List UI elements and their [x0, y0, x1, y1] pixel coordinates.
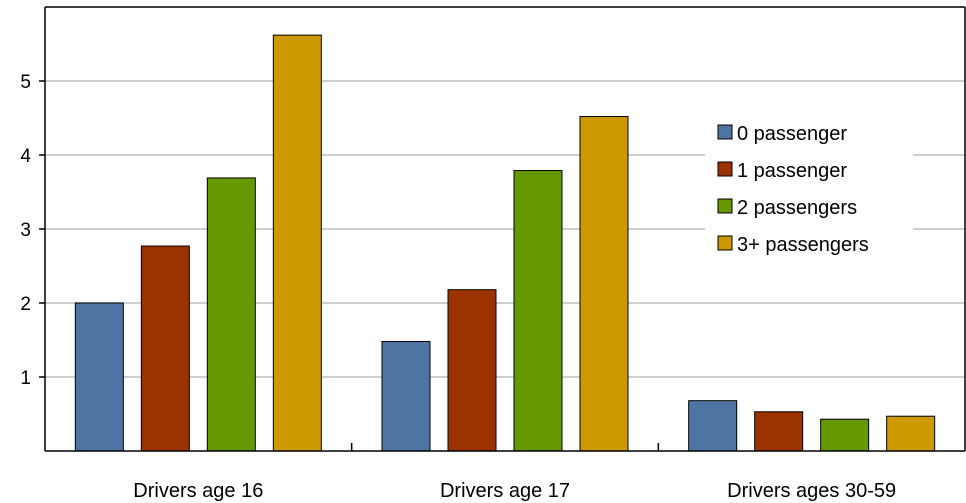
legend-swatch	[717, 124, 733, 140]
legend-label: 2 passengers	[737, 197, 857, 219]
y-ticks: 1 2 3 4 5	[20, 72, 45, 389]
x-category-label: Drivers age 17	[440, 480, 570, 502]
bar	[579, 116, 629, 452]
y-tick-label: 1	[20, 368, 31, 389]
legend-background	[705, 117, 913, 267]
bar	[820, 418, 870, 452]
y-tick-label: 3	[20, 220, 31, 241]
y-tick-label: 5	[20, 72, 31, 93]
bar	[206, 177, 256, 452]
bar	[688, 400, 738, 452]
bar	[140, 245, 190, 452]
y-tick-label: 2	[20, 294, 31, 315]
bars	[74, 34, 936, 452]
legend-swatch	[717, 235, 733, 251]
x-category-label: Drivers age 16	[133, 480, 263, 502]
legend-label: 0 passenger	[737, 123, 847, 145]
x-category-label: Drivers ages 30-59	[727, 480, 896, 502]
bar	[886, 415, 936, 452]
x-category-labels: Drivers age 16 Drivers age 17 Drivers ages…	[133, 443, 896, 502]
y-tick-label: 4	[20, 146, 31, 167]
bar	[272, 34, 322, 452]
bar	[513, 170, 563, 452]
legend-label: 3+ passengers	[737, 234, 869, 256]
bar	[754, 411, 804, 452]
legend-swatch	[717, 161, 733, 177]
bar	[381, 340, 431, 452]
legend-swatch	[717, 198, 733, 214]
bar	[447, 289, 497, 452]
bar	[74, 302, 124, 452]
legend-label: 1 passenger	[737, 160, 847, 182]
legend: 0 passenger 1 passenger 2 passengers 3+ pas…	[705, 117, 913, 267]
